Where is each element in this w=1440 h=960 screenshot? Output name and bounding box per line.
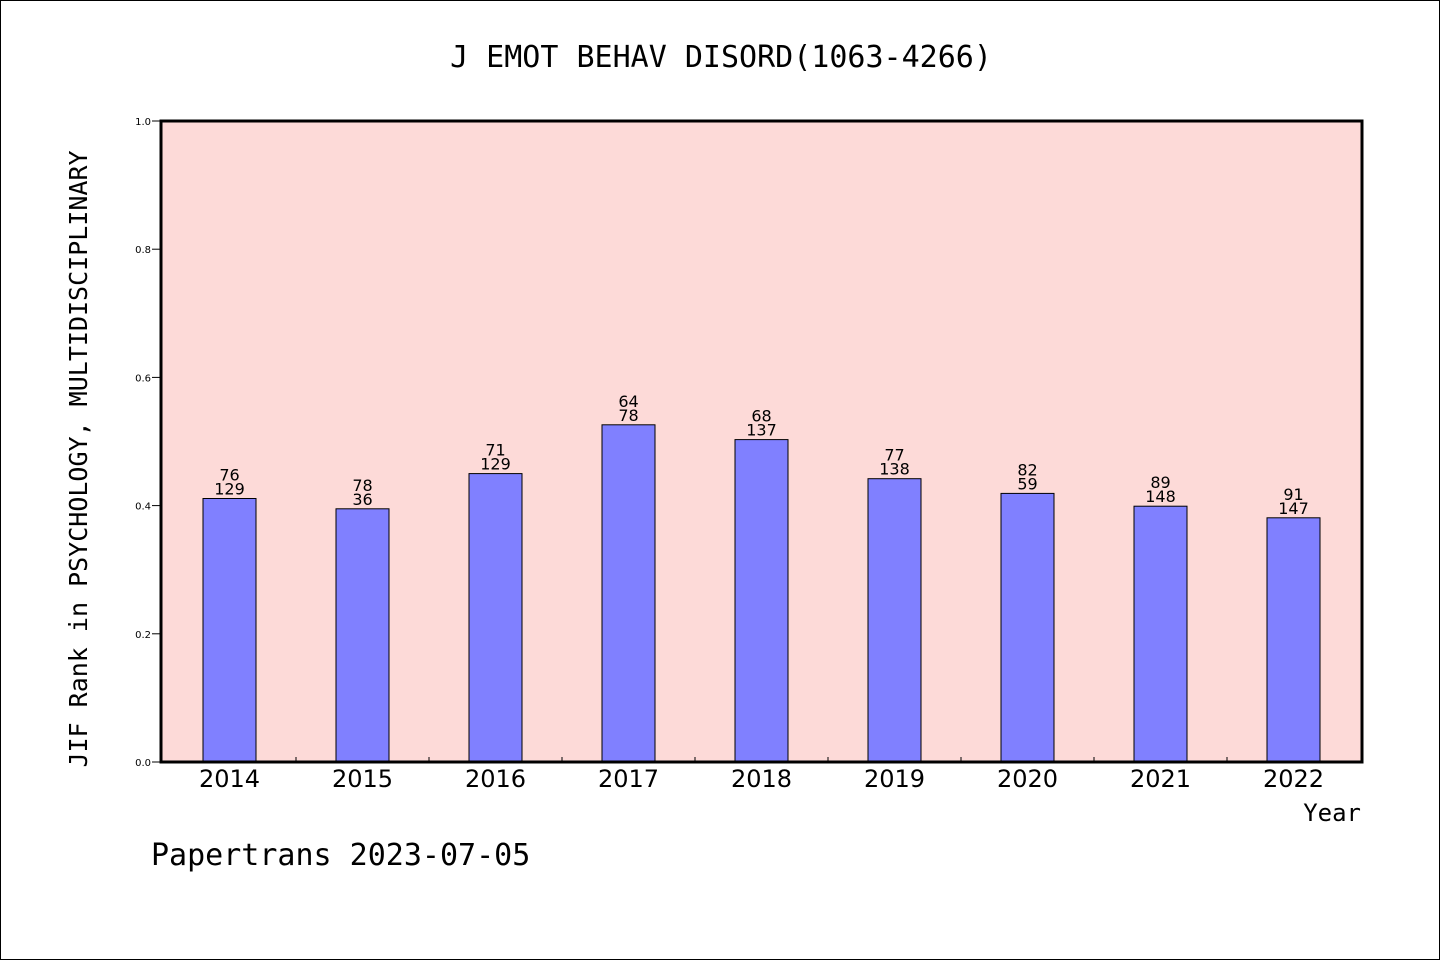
bar-rank-label: 91 [1283, 485, 1303, 504]
footer-stamp: Papertrans 2023-07-05 [151, 838, 530, 873]
bar-rank-label: 71 [485, 441, 505, 460]
chart-title: J EMOT BEHAV DISORD(1063-4266) [450, 40, 992, 75]
x-tick-label: 2015 [332, 765, 393, 793]
x-axis: 2014 2015 2016 2017 2018 2019 2020 2021 2022 [199, 757, 1324, 793]
bar-total-label: 147 [1278, 499, 1309, 518]
bar-rank-label: 76 [219, 466, 239, 485]
x-tick-label: 2018 [731, 765, 792, 793]
plot-frame [159, 119, 1364, 764]
bar-2020 [1000, 492, 1055, 763]
y-tick-label: 0.6 [135, 373, 151, 384]
y-tick-label: 0.0 [135, 758, 151, 769]
bar-2014 [202, 498, 257, 763]
bar-2021 [1133, 505, 1188, 763]
x-tick-label: 2014 [199, 765, 260, 793]
bar-rank-label: 64 [618, 392, 638, 411]
bar-2016 [468, 473, 523, 763]
bar-total-label: 78 [618, 406, 638, 425]
y-tick-label: 0.2 [135, 630, 151, 641]
bar-total-label: 148 [1145, 487, 1176, 506]
bars-layer [202, 424, 1321, 763]
bar-total-label: 129 [480, 455, 511, 474]
y-axis: 0.0 0.2 0.4 0.6 0.8 1.0 [135, 117, 161, 769]
bar-2019 [867, 478, 922, 763]
y-tick-label: 1.0 [135, 117, 151, 128]
x-tick-label: 2022 [1263, 765, 1324, 793]
bar-rank-label: 82 [1017, 460, 1037, 479]
x-axis-title: Year [1303, 799, 1361, 827]
bar-total-label: 137 [746, 421, 777, 440]
x-tick-label: 2021 [1130, 765, 1191, 793]
bar-rank-label: 89 [1150, 473, 1170, 492]
bar-rank-label: 77 [884, 446, 904, 465]
bar-2015 [335, 508, 390, 763]
bar-rank-label: 68 [751, 407, 771, 426]
bar-total-label: 36 [352, 490, 372, 509]
x-tick-label: 2017 [598, 765, 659, 793]
bar-total-label: 59 [1017, 474, 1037, 493]
x-tick-label: 2016 [465, 765, 526, 793]
y-axis-title: JIF Rank in PSYCHOLOGY, MULTIDISCIPLINAR… [64, 150, 93, 767]
bar-2018 [734, 439, 789, 763]
y-tick-label: 0.8 [135, 245, 151, 256]
y-tick-label: 0.4 [135, 502, 151, 513]
x-tick-label: 2020 [997, 765, 1058, 793]
x-tick-label: 2019 [864, 765, 925, 793]
bar-2017 [601, 424, 656, 763]
bar-2022 [1266, 517, 1321, 763]
bar-total-label: 129 [214, 480, 245, 499]
bar-total-label: 138 [879, 460, 910, 479]
bar-rank-label: 78 [352, 476, 372, 495]
